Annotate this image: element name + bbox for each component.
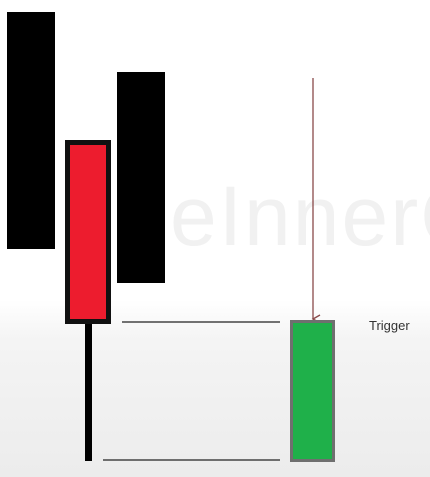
red-candle-body [65,140,111,324]
black-candle-1 [7,12,55,249]
black-candle-2 [117,72,165,283]
trigger-label: Trigger [369,318,410,333]
watermark-text: eInnerC [170,169,430,263]
red-candle-wick [85,320,92,461]
green-candle-body [290,320,335,462]
